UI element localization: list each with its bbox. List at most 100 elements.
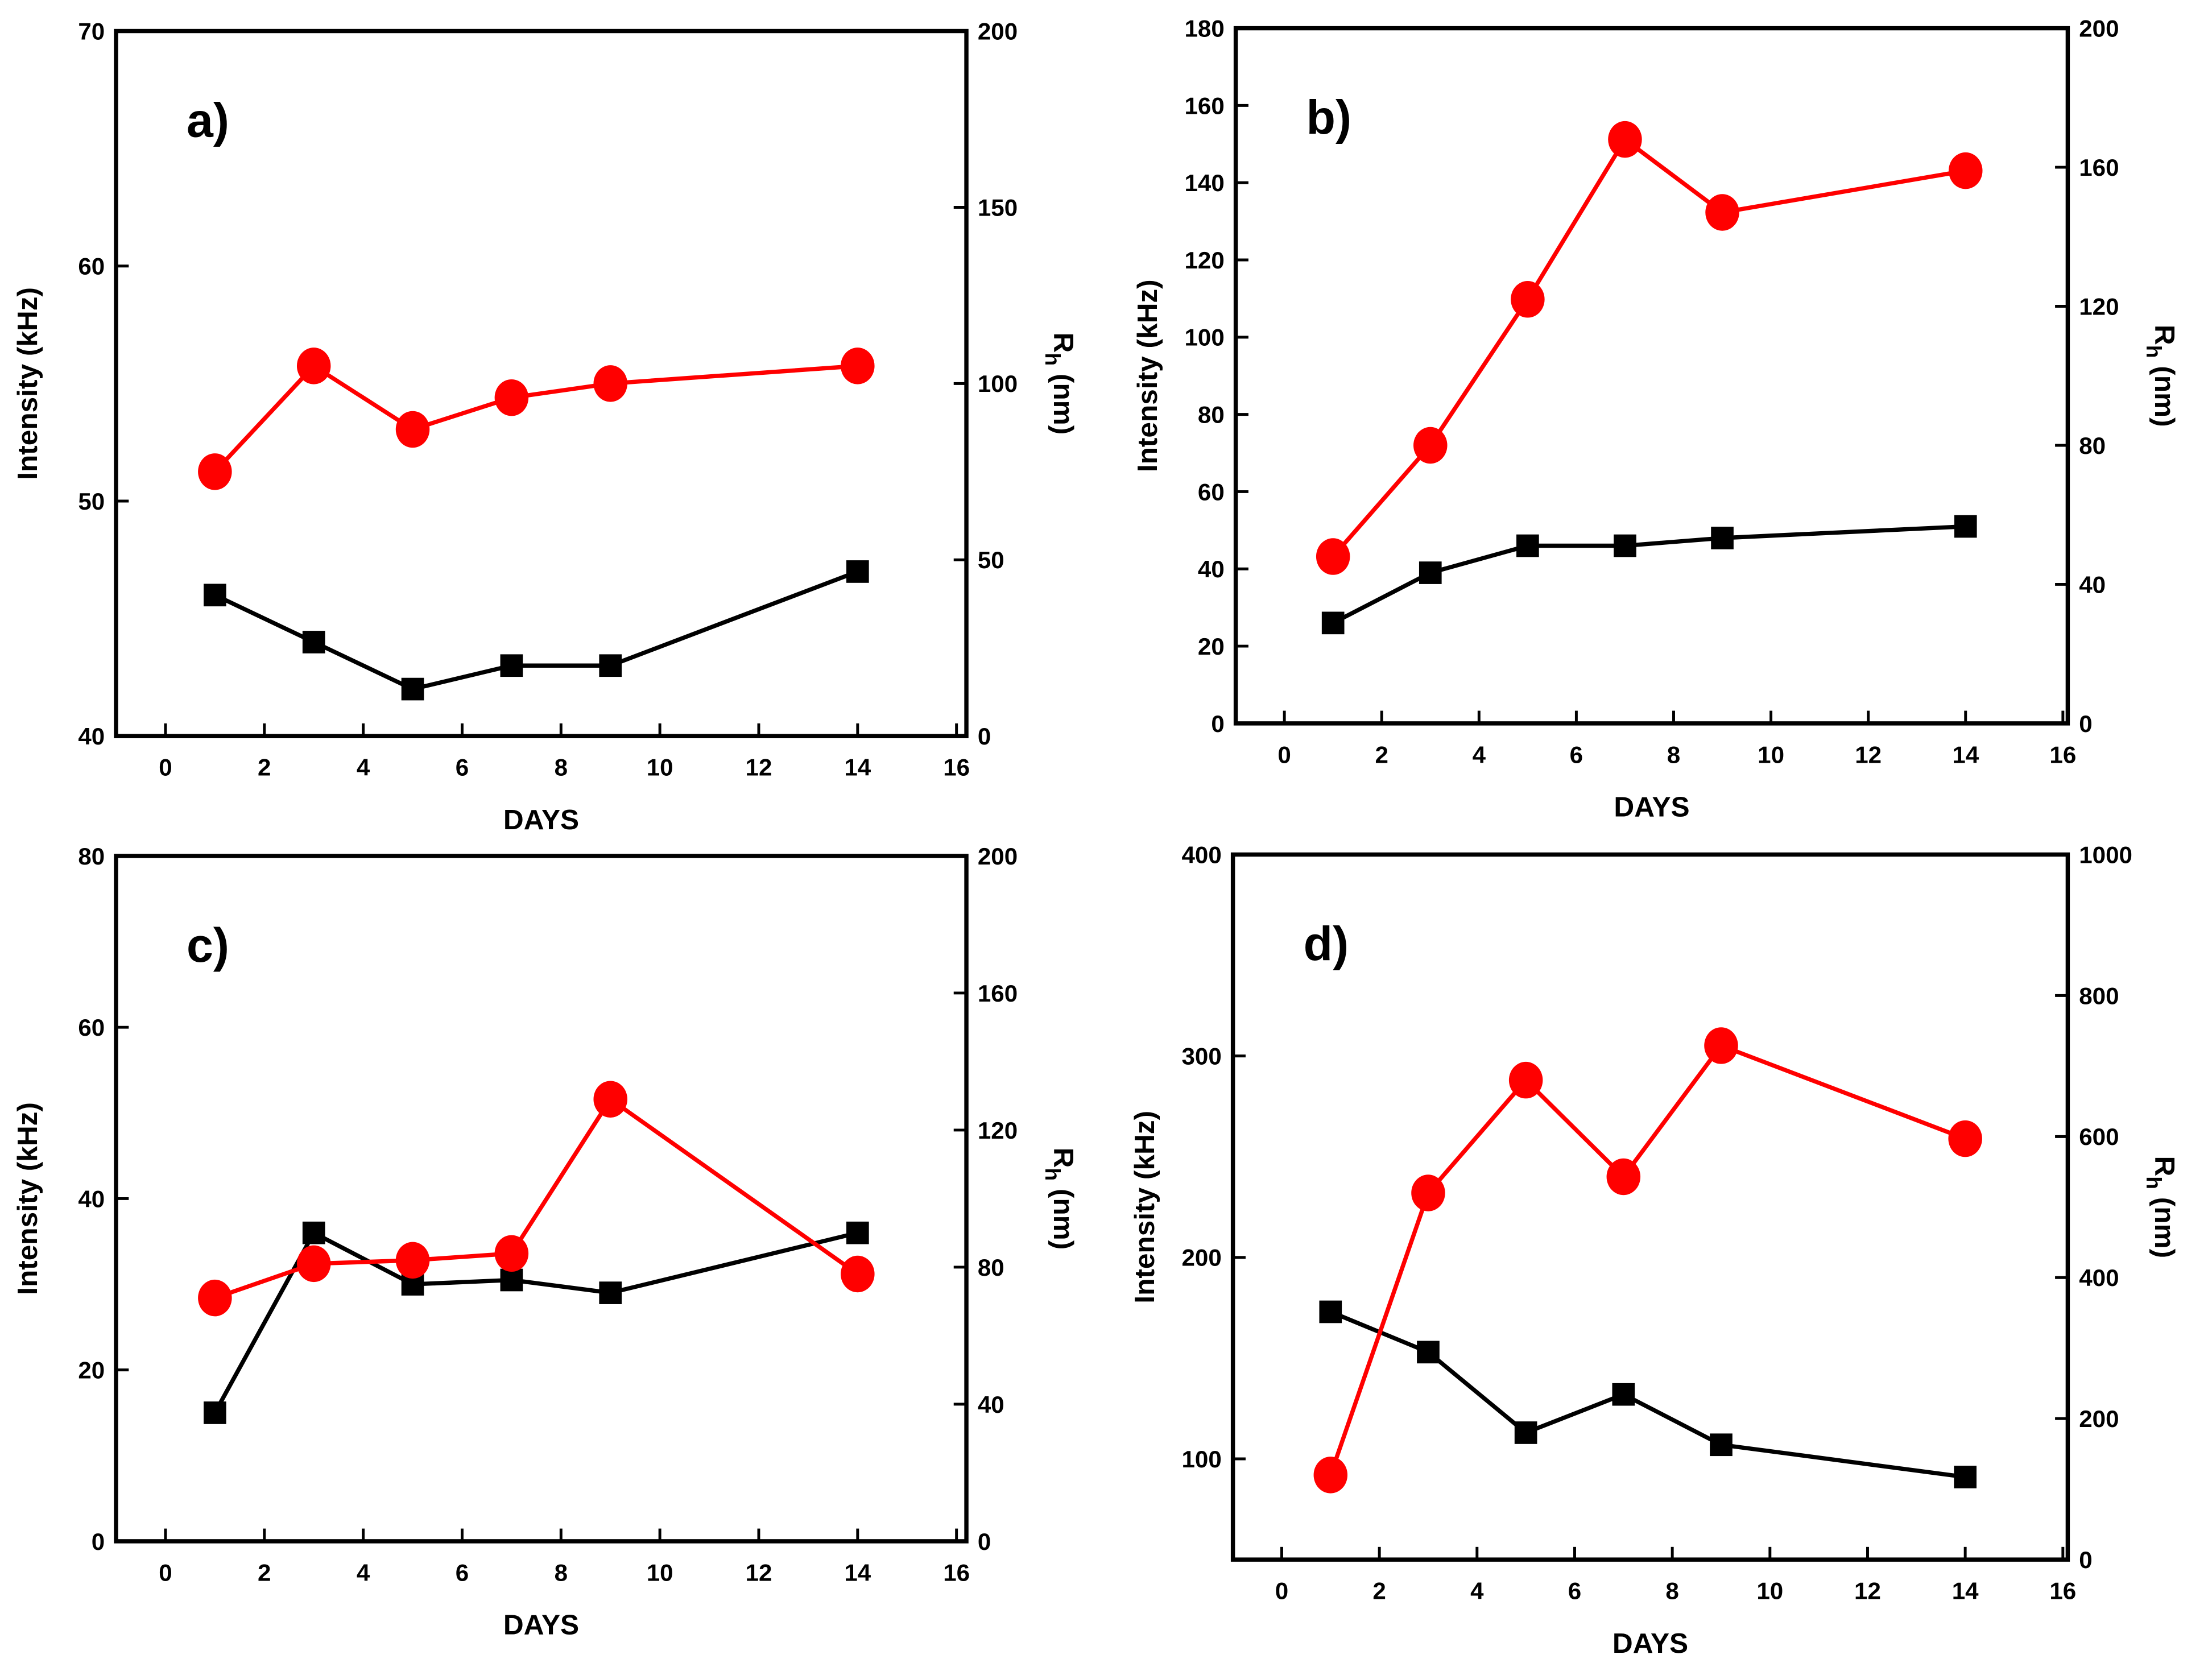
data-point-rh bbox=[395, 1242, 430, 1279]
y-tick-label: 80 bbox=[1198, 402, 1225, 428]
x-axis-title: DAYS bbox=[503, 804, 579, 836]
x-tick-label: 4 bbox=[1473, 741, 1486, 768]
x-tick-label: 6 bbox=[1568, 1578, 1581, 1604]
x-tick-label: 12 bbox=[746, 754, 772, 781]
y-tick-label: 50 bbox=[78, 488, 105, 515]
x-tick-label: 8 bbox=[1665, 1578, 1678, 1604]
y-tick-label: 400 bbox=[1182, 841, 1222, 868]
series-line-intensity bbox=[214, 569, 859, 692]
x-tick-label: 0 bbox=[159, 754, 172, 781]
y-tick-label: 20 bbox=[1198, 633, 1225, 660]
x-tick-label: 0 bbox=[1275, 1578, 1288, 1604]
data-point-intensity bbox=[1614, 534, 1636, 557]
series-line-rh bbox=[1328, 1043, 1966, 1476]
y-axis-title: Intensity (kHz) bbox=[1128, 1111, 1160, 1304]
y2-axis-title-sub: h bbox=[2142, 345, 2166, 358]
x-tick-label: 16 bbox=[2049, 741, 2076, 768]
data-point-rh bbox=[1316, 538, 1350, 575]
data-point-rh bbox=[1411, 1174, 1445, 1211]
x-tick-label: 8 bbox=[555, 754, 568, 781]
panel-label: a) bbox=[187, 93, 229, 147]
series-line-rh bbox=[214, 1096, 859, 1300]
data-point-intensity bbox=[846, 1221, 869, 1244]
panel-a: 0 2 4 6 8 10 12 14 16 40 50 60 70 0 50 100 150 200 DAYS Int… bbox=[11, 18, 1080, 835]
data-point-rh bbox=[1508, 1061, 1543, 1099]
x-tick-label: 6 bbox=[1570, 741, 1583, 768]
y2-tick-label: 200 bbox=[2079, 1405, 2119, 1432]
y2-tick-label: 200 bbox=[978, 843, 1018, 870]
data-point-intensity bbox=[302, 631, 325, 653]
x-axis-title: DAYS bbox=[503, 1609, 579, 1641]
data-point-intensity bbox=[1514, 1421, 1537, 1444]
y2-axis-title-main: R bbox=[2149, 1156, 2181, 1176]
x-tick-label: 4 bbox=[357, 1559, 370, 1586]
data-point-intensity bbox=[1954, 515, 1977, 538]
y2-tick-label: 120 bbox=[978, 1117, 1018, 1144]
data-point-intensity bbox=[1954, 1466, 1977, 1488]
y2-tick-label: 200 bbox=[2079, 15, 2119, 42]
y2-tick-label: 80 bbox=[978, 1254, 1004, 1281]
data-point-rh bbox=[494, 1235, 529, 1272]
x-tick-label: 16 bbox=[943, 754, 970, 781]
data-point-rh bbox=[1511, 281, 1545, 318]
x-tick-label: 0 bbox=[159, 1559, 172, 1586]
data-point-intensity bbox=[1419, 561, 1442, 584]
y2-tick-label: 160 bbox=[2079, 154, 2119, 181]
data-point-rh bbox=[841, 1255, 875, 1293]
y2-tick-label: 800 bbox=[2079, 982, 2119, 1009]
data-point-intensity bbox=[1711, 527, 1734, 549]
y-tick-label: 40 bbox=[78, 1185, 105, 1212]
x-tick-label: 14 bbox=[1952, 741, 1979, 768]
plot-frame bbox=[1233, 26, 2070, 726]
y-tick-label: 120 bbox=[1184, 247, 1224, 274]
plot-frame bbox=[114, 854, 969, 1544]
y2-tick-label: 120 bbox=[2079, 293, 2119, 320]
y2-tick-label: 1000 bbox=[2079, 841, 2132, 868]
x-tick-label: 12 bbox=[1855, 741, 1882, 768]
y-tick-label: 300 bbox=[1182, 1043, 1222, 1070]
panel-label: c) bbox=[187, 919, 229, 972]
data-point-intensity bbox=[401, 677, 424, 701]
x-axis-title: DAYS bbox=[1613, 1627, 1688, 1659]
y2-tick-label: 100 bbox=[978, 370, 1018, 397]
data-point-rh bbox=[1705, 194, 1739, 231]
y-tick-label: 20 bbox=[78, 1357, 105, 1384]
y2-axis-title-main: R bbox=[1048, 333, 1080, 353]
data-point-rh bbox=[296, 1245, 331, 1283]
x-tick-label: 10 bbox=[647, 1559, 673, 1586]
y2-axis-title-sub: h bbox=[1041, 1168, 1065, 1181]
y-tick-label: 60 bbox=[1198, 478, 1225, 505]
data-point-rh bbox=[1413, 427, 1448, 464]
x-tick-label: 6 bbox=[456, 754, 469, 781]
data-point-intensity bbox=[204, 1401, 226, 1424]
data-point-intensity bbox=[500, 1268, 523, 1292]
x-tick-label: 10 bbox=[1756, 1578, 1783, 1604]
data-point-rh bbox=[494, 379, 529, 416]
panel-d: 0 2 4 6 8 10 12 14 16 100 200 300 400 0 200 400 600 800 10… bbox=[1128, 841, 2181, 1658]
x-tick-label: 2 bbox=[258, 1559, 271, 1586]
x-tick-label: 14 bbox=[844, 1559, 871, 1586]
x-tick-label: 2 bbox=[1372, 1578, 1386, 1604]
data-point-intensity bbox=[500, 654, 523, 677]
data-point-intensity bbox=[1710, 1433, 1733, 1457]
data-point-intensity bbox=[1319, 1300, 1342, 1323]
y-tick-label: 100 bbox=[1182, 1446, 1222, 1473]
x-tick-label: 8 bbox=[555, 1559, 568, 1586]
x-tick-label: 12 bbox=[746, 1559, 772, 1586]
y-tick-label: 160 bbox=[1184, 92, 1224, 119]
y-tick-label: 200 bbox=[1182, 1244, 1222, 1271]
y2-tick-label: 160 bbox=[978, 980, 1018, 1007]
y2-axis-title-main: R bbox=[2149, 325, 2181, 345]
x-tick-label: 14 bbox=[1952, 1578, 1979, 1604]
y2-tick-label: 40 bbox=[978, 1391, 1004, 1418]
data-point-rh bbox=[593, 1081, 627, 1118]
data-point-intensity bbox=[599, 1281, 622, 1304]
y2-axis-title-suffix: (nm) bbox=[2149, 1189, 2181, 1258]
data-point-intensity bbox=[599, 654, 622, 677]
y-tick-label: 60 bbox=[78, 1014, 105, 1041]
y-axis-title: Intensity (kHz) bbox=[1131, 279, 1163, 472]
x-tick-label: 4 bbox=[1470, 1578, 1484, 1604]
panel-c: 0 2 4 6 8 10 12 14 1602040608004080120160200DAYS… bbox=[11, 843, 1080, 1641]
panel-b: 0 2 4 6 8 10 12 14 16020406080100120140160180040… bbox=[1131, 15, 2181, 822]
